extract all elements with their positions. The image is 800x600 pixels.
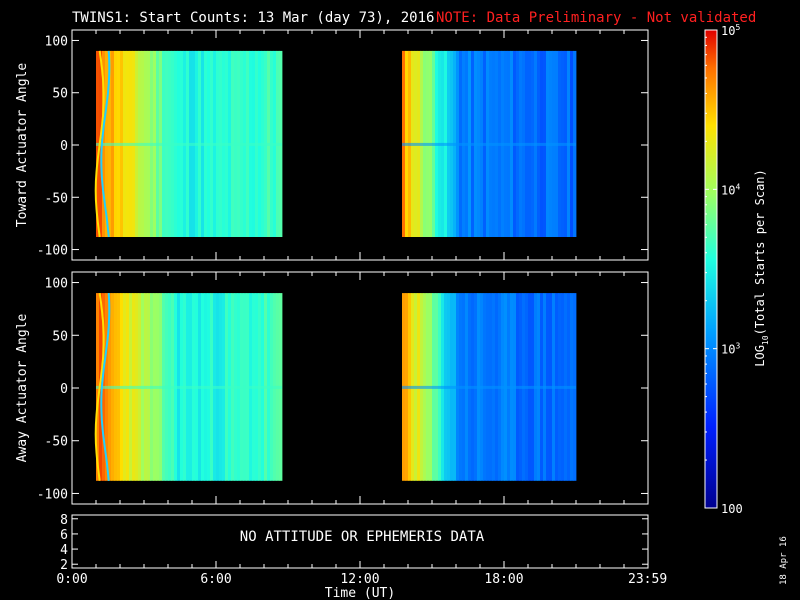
colorbar-tick-label: 105 (721, 23, 740, 38)
y-tick-label: 6 (60, 528, 68, 543)
zero-angle-stripe (402, 385, 576, 389)
away-y-axis-label: Away Actuator Angle (15, 313, 30, 462)
y-tick-label: 0 (60, 382, 68, 397)
y-tick-label: -100 (37, 487, 68, 502)
heatmap-block (94, 50, 283, 238)
heatmap-block (402, 293, 577, 481)
no-data-message: NO ATTITUDE OR EPHEMERIS DATA (240, 529, 485, 545)
colorbar-ticks: 100 103 104 105 (705, 23, 743, 516)
toward-panel-frame (71, 29, 649, 261)
colorbar-tick-label: 100 (721, 502, 743, 516)
heatmap-streak (100, 293, 111, 481)
toward-angle-panel: 100 50 0 -50 -100 (37, 30, 649, 260)
heatmap-streak (94, 50, 105, 238)
preliminary-note: NOTE: Data Preliminary - Not validated (436, 10, 756, 26)
x-tick-label: 0:00 (56, 572, 87, 587)
heatmap-streak (100, 50, 111, 238)
y-tick-label: 100 (45, 277, 68, 292)
colorbar-label: LOG10(Total Starts per Scan) (753, 169, 770, 367)
attitude-panel-frame (71, 514, 649, 569)
colorbar (704, 29, 718, 509)
y-tick-label: 4 (60, 543, 68, 558)
date-stamp: 18 Apr 16 (779, 536, 789, 585)
heatmap-streak (94, 292, 105, 481)
y-tick-label: 100 (45, 34, 68, 49)
y-tick-label: 8 (60, 513, 68, 528)
heatmap-block (402, 50, 577, 237)
x-tick-label: 23:59 (628, 572, 667, 587)
y-tick-label: -50 (45, 435, 68, 450)
y-tick-label: 50 (52, 87, 68, 102)
colorbar-tick-label: 104 (721, 182, 740, 197)
zero-angle-stripe (402, 142, 576, 146)
away-panel-frame (71, 271, 649, 505)
toward-y-axis-label: Toward Actuator Angle (15, 63, 30, 228)
y-tick-label: 0 (60, 139, 68, 154)
away-angle-panel: 100 50 0 -50 -100 (37, 272, 649, 504)
colorbar-tick-label: 103 (721, 342, 740, 357)
chart-title: TWINS1: Start Counts: 13 Mar (day 73), 2… (72, 10, 434, 26)
zero-angle-stripe (96, 385, 282, 389)
y-tick-label: -50 (45, 191, 68, 206)
y-tick-label: 2 (60, 558, 68, 573)
y-tick-label: -100 (37, 244, 68, 259)
x-tick-label: 18:00 (484, 572, 523, 587)
x-axis-label: Time (UT) (325, 586, 395, 600)
x-tick-label: 12:00 (340, 572, 379, 587)
y-tick-label: 50 (52, 329, 68, 344)
x-tick-label: 6:00 (200, 572, 231, 587)
heatmap-block (94, 292, 283, 481)
zero-angle-stripe (96, 142, 282, 146)
